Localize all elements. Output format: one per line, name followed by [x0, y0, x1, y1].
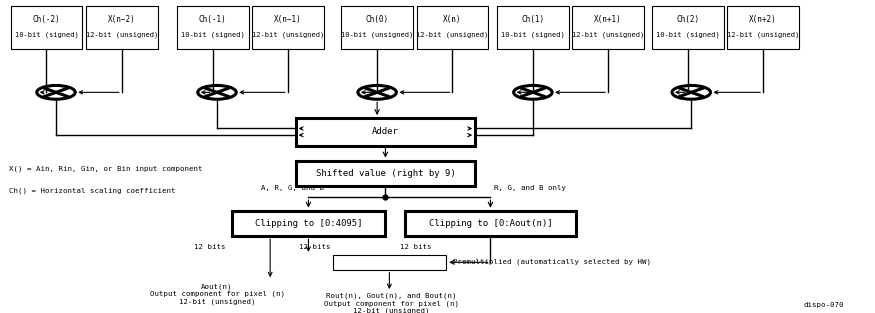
- Text: X(n+2): X(n+2): [749, 15, 777, 24]
- Text: 12-bit (unsigned): 12-bit (unsigned): [727, 32, 799, 38]
- Text: 10-bit (signed): 10-bit (signed): [501, 32, 564, 38]
- Text: 10-bit (signed): 10-bit (signed): [15, 32, 78, 38]
- Bar: [296, 118, 475, 146]
- Text: 10-bit (unsigned): 10-bit (unsigned): [341, 32, 413, 38]
- Bar: [296, 161, 475, 186]
- Text: X(n−2): X(n−2): [108, 15, 136, 24]
- Text: Ch(-1): Ch(-1): [199, 15, 227, 24]
- Text: 12 bits: 12 bits: [194, 244, 226, 249]
- Bar: [727, 6, 799, 49]
- Bar: [572, 6, 644, 49]
- Bar: [416, 6, 488, 49]
- Text: Clipping to [0:Aout(n)]: Clipping to [0:Aout(n)]: [429, 219, 552, 228]
- Text: 12 bits: 12 bits: [400, 244, 431, 249]
- Text: 12-bit (unsigned): 12-bit (unsigned): [86, 32, 158, 38]
- Text: Ch(1): Ch(1): [522, 15, 544, 24]
- Text: 12-bit (unsigned): 12-bit (unsigned): [416, 32, 488, 38]
- Bar: [497, 6, 569, 49]
- Text: Ch(0): Ch(0): [366, 15, 388, 24]
- Text: A, R, G, and B: A, R, G, and B: [261, 185, 324, 191]
- Text: Premultiplied (automatically selected by HW): Premultiplied (automatically selected by…: [453, 259, 651, 265]
- Text: 10-bit (signed): 10-bit (signed): [181, 32, 244, 38]
- Bar: [341, 6, 413, 49]
- Text: X(n−1): X(n−1): [274, 15, 302, 24]
- Bar: [405, 211, 576, 236]
- Text: Adder: Adder: [372, 127, 399, 136]
- Text: R, G, and B only: R, G, and B only: [494, 185, 566, 191]
- Text: 10-bit (signed): 10-bit (signed): [656, 32, 719, 38]
- Text: Ch() = Horizontal scaling coefficient: Ch() = Horizontal scaling coefficient: [9, 188, 175, 194]
- Text: dispo-070: dispo-070: [804, 302, 844, 308]
- Text: X(n+1): X(n+1): [594, 15, 622, 24]
- Text: Rout(n), Gout(n), and Bout(n)
Output component for pixel (n)
12-bit (unsigned): Rout(n), Gout(n), and Bout(n) Output com…: [324, 293, 458, 313]
- Bar: [10, 6, 82, 49]
- Text: Clipping to [0:4095]: Clipping to [0:4095]: [255, 219, 362, 228]
- Bar: [232, 211, 385, 236]
- Bar: [86, 6, 158, 49]
- Text: X(n): X(n): [443, 15, 462, 24]
- Text: X() = Ain, Rin, Gin, or Bin input component: X() = Ain, Rin, Gin, or Bin input compon…: [9, 166, 202, 172]
- Bar: [652, 6, 724, 49]
- Bar: [332, 255, 446, 270]
- Text: 12-bit (unsigned): 12-bit (unsigned): [572, 32, 644, 38]
- Bar: [252, 6, 324, 49]
- Text: 12 bits: 12 bits: [299, 244, 331, 249]
- Text: Aout(n)
Output component for pixel (n)
12-bit (unsigned): Aout(n) Output component for pixel (n) 1…: [150, 283, 284, 305]
- Text: Ch(2): Ch(2): [676, 15, 699, 24]
- Text: Shifted value (right by 9): Shifted value (right by 9): [316, 169, 455, 178]
- Text: Ch(-2): Ch(-2): [32, 15, 60, 24]
- Text: 12-bit (unsigned): 12-bit (unsigned): [252, 32, 324, 38]
- Bar: [177, 6, 248, 49]
